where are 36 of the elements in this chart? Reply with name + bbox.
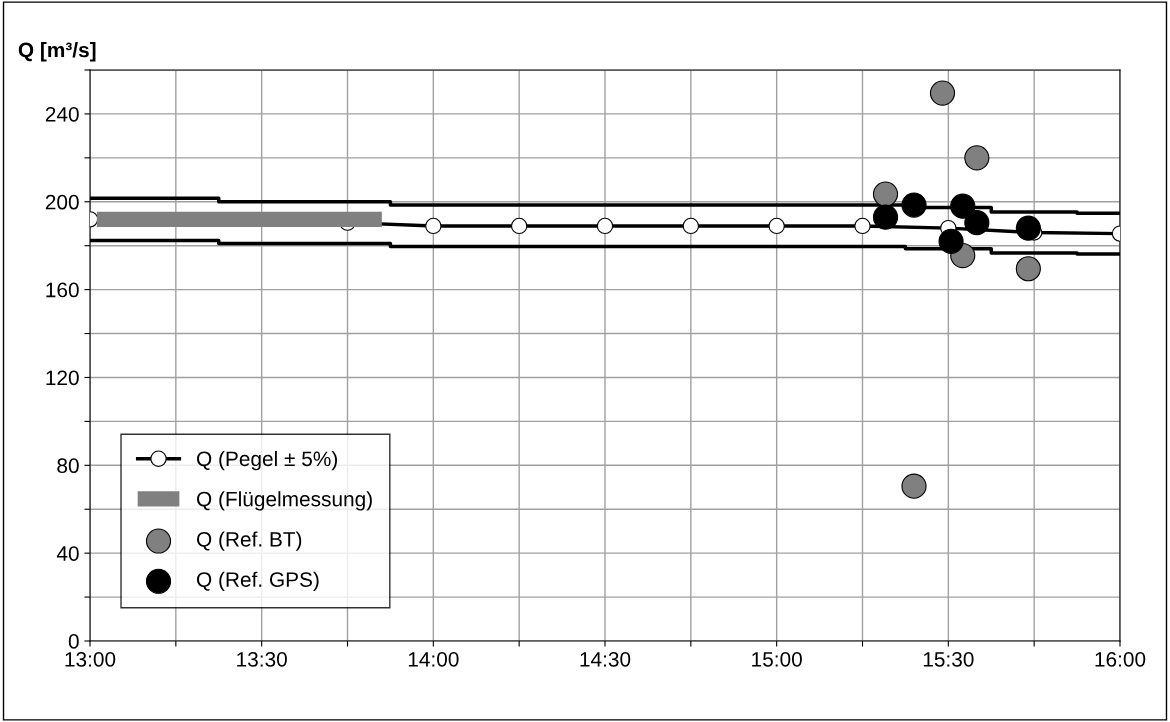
- x-tick-label: 13:00: [65, 651, 116, 667]
- y-tick-label: 40: [56, 546, 79, 561]
- x-tick-label: 15:30: [923, 651, 974, 667]
- point: [1015, 215, 1041, 241]
- point: [950, 193, 976, 219]
- legend-label: Q (Pegel ± 5%): [197, 450, 337, 471]
- point: [872, 204, 899, 230]
- point: [964, 145, 990, 171]
- point: [901, 473, 927, 499]
- legend-label: Q (Ref. GPS): [197, 571, 319, 592]
- point: [901, 192, 927, 218]
- y-tick-label: 120: [46, 370, 79, 386]
- x-tick-label: 14:00: [408, 651, 459, 667]
- point: [682, 217, 700, 235]
- point: [938, 228, 964, 254]
- y-tick-label: 240: [45, 106, 79, 122]
- point: [425, 217, 442, 235]
- point: [929, 80, 956, 106]
- point: [854, 217, 871, 235]
- x-tick-label: 16:00: [1095, 651, 1146, 667]
- point: [964, 210, 990, 236]
- y-tick-label: 0: [68, 634, 79, 649]
- point: [510, 217, 528, 235]
- point: [768, 217, 785, 235]
- y-tick-label: 160: [46, 282, 79, 298]
- point: [596, 217, 614, 235]
- y-axis-title: Q [m³/s]: [18, 42, 96, 62]
- legend-label: Q (Ref. BT): [197, 531, 302, 551]
- x-tick-label: 14:30: [580, 651, 631, 667]
- y-tick-label: 200: [45, 194, 79, 210]
- x-tick-label: 13:30: [237, 651, 287, 667]
- legend-label: Q (Flügelmessung): [197, 491, 372, 511]
- point: [1015, 256, 1041, 282]
- y-tick-label: 80: [57, 458, 79, 474]
- point: [872, 181, 899, 207]
- x-tick-label: 15:00: [752, 651, 802, 667]
